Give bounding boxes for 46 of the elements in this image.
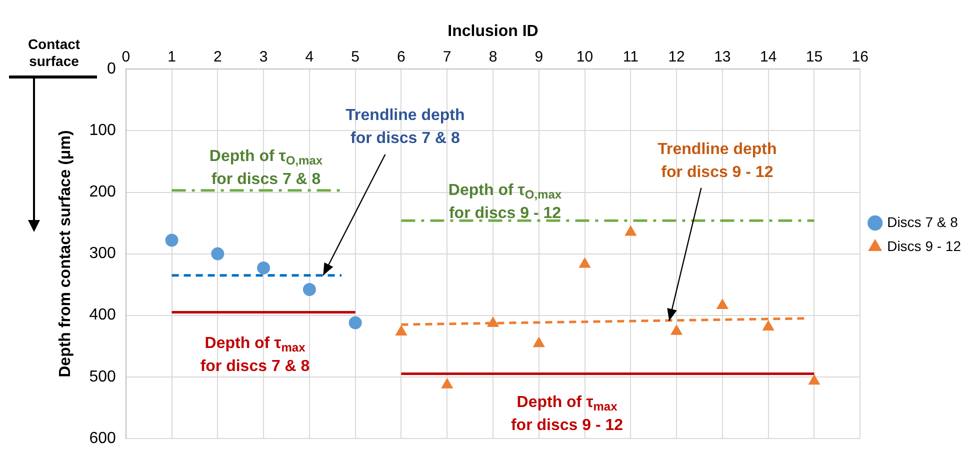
annotation: Trendline depth for discs 9 - 12 xyxy=(658,140,777,181)
point xyxy=(762,320,774,331)
x-tick-label: 7 xyxy=(442,48,452,66)
x-tick-label: 9 xyxy=(534,48,544,66)
x-axis-title: Inclusion ID xyxy=(448,23,538,40)
x-tick-label: 12 xyxy=(668,48,685,66)
legend-label: Discs 9 - 12 xyxy=(887,238,962,254)
x-tick-label: 13 xyxy=(714,48,731,66)
point xyxy=(533,337,545,348)
y-tick-label: 400 xyxy=(89,306,116,324)
point xyxy=(624,226,636,236)
point xyxy=(579,258,590,268)
point xyxy=(302,282,316,296)
y-axis-title: Depth from contact surface (μm) xyxy=(57,130,74,378)
y-tick-label: 200 xyxy=(89,184,116,201)
y-tick-label: 500 xyxy=(89,368,116,386)
x-tick-label: 14 xyxy=(760,48,777,66)
x-tick-label: 16 xyxy=(852,48,868,66)
x-tick-label: 8 xyxy=(488,48,498,66)
point xyxy=(211,247,224,260)
point xyxy=(396,325,407,336)
x-tick-label: 3 xyxy=(259,48,268,66)
point xyxy=(670,324,682,335)
y-tick-label: 0 xyxy=(106,60,116,78)
text: Contact surface xyxy=(26,36,82,70)
point xyxy=(257,261,270,274)
legend-label: Discs 7 & 8 xyxy=(887,214,958,230)
x-tick-label: 11 xyxy=(622,48,638,66)
point xyxy=(441,378,453,388)
y-tick-label: 600 xyxy=(89,430,116,447)
point xyxy=(348,316,362,330)
x-tick-label: 15 xyxy=(806,48,823,66)
annotation: Trendline depth for discs 7 & 8 xyxy=(346,107,465,148)
y-tick-label: 300 xyxy=(89,245,116,262)
x-tick-label: 5 xyxy=(351,48,360,66)
x-tick-label: 0 xyxy=(122,48,130,66)
point xyxy=(808,374,820,385)
point xyxy=(165,234,178,247)
point xyxy=(487,316,499,327)
x-tick-label: 4 xyxy=(305,48,314,66)
x-tick-label: 10 xyxy=(576,48,594,66)
x-tick-label: 1 xyxy=(168,48,176,66)
point xyxy=(716,298,728,309)
x-tick-label: 6 xyxy=(397,48,406,66)
y-tick-label: 100 xyxy=(89,122,116,140)
x-tick-label: 2 xyxy=(214,48,222,66)
